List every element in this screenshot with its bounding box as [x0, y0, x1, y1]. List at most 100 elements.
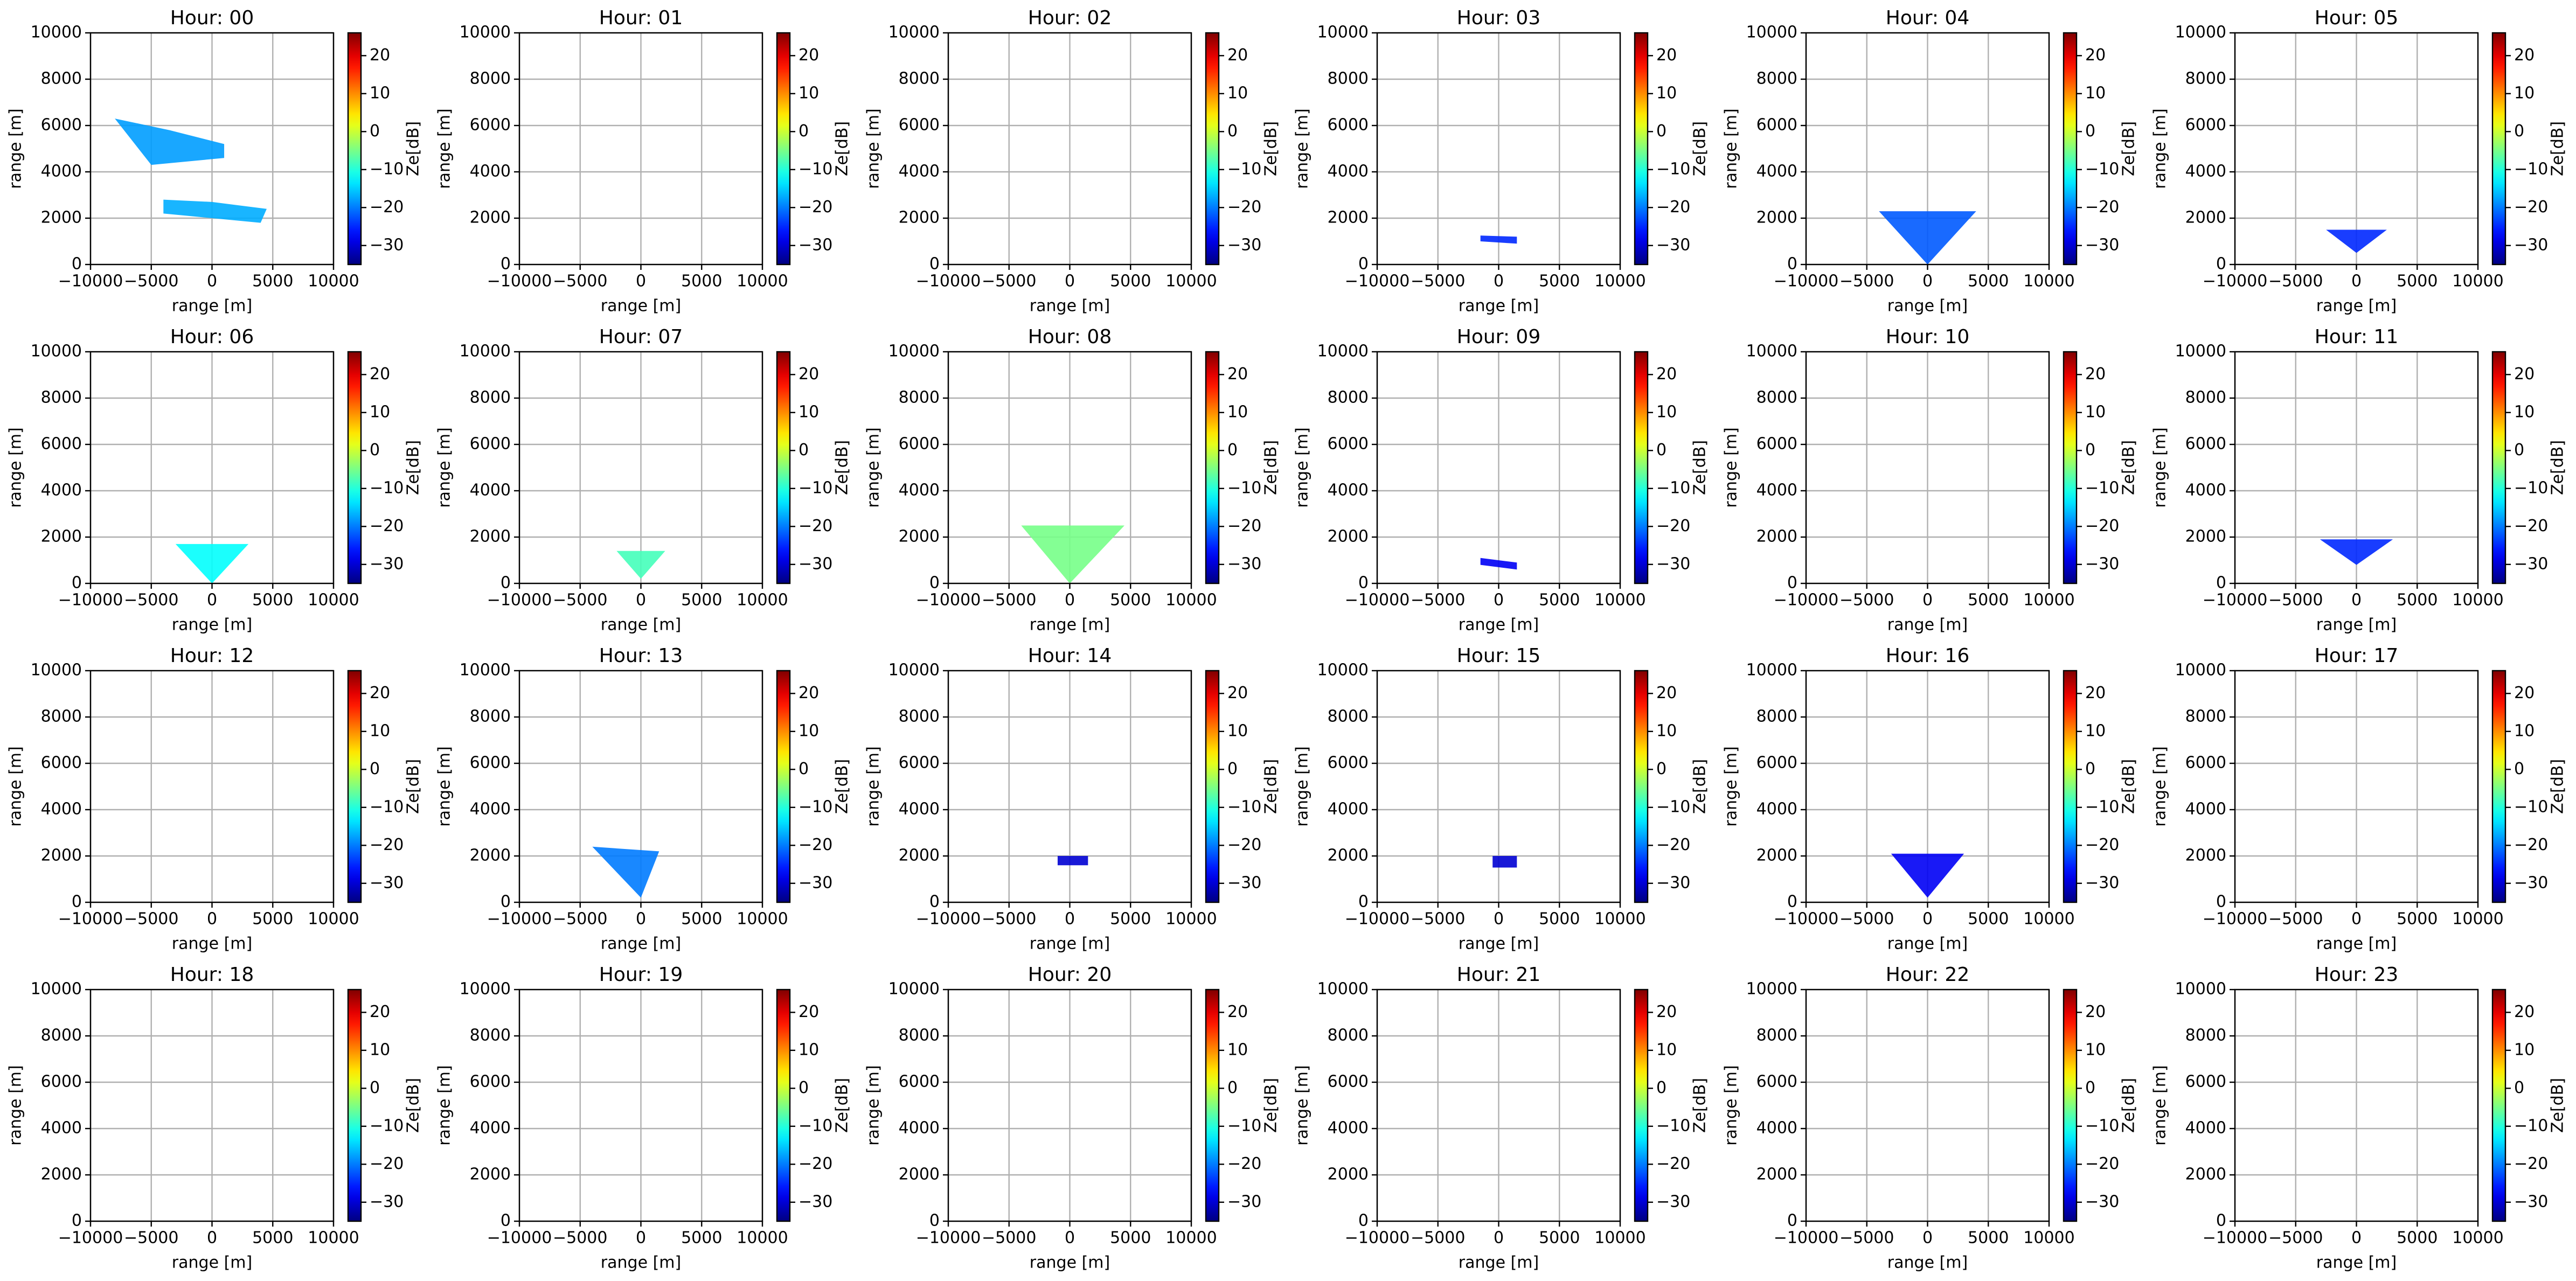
y-tick-label: 4000: [1756, 1119, 1797, 1138]
subplot-title: Hour: 21: [1457, 964, 1540, 986]
y-tick-label: 4000: [899, 162, 940, 181]
y-tick-label: 4000: [1328, 1119, 1369, 1138]
y-tick-label: 8000: [2185, 1026, 2226, 1045]
colorbar-tick-label: −20: [1656, 1154, 1690, 1173]
y-tick-label: 6000: [1328, 116, 1369, 135]
x-axis-label: range [m]: [2316, 297, 2397, 316]
colorbar-tick-label: −20: [799, 517, 832, 535]
colorbar-label: Ze[dB]: [1262, 121, 1281, 176]
x-tick-label: 0: [207, 910, 217, 929]
x-tick-label: 10000: [1594, 1229, 1645, 1248]
colorbar-tick-label: 20: [370, 1002, 390, 1021]
x-tick-label: −10000: [916, 272, 981, 291]
x-tick-label: 5000: [1539, 1229, 1580, 1248]
colorbar-tick-label: 0: [370, 1078, 380, 1097]
y-tick-label: 6000: [1756, 1073, 1797, 1091]
colorbar-tick-label: −10: [2514, 797, 2548, 816]
x-tick-label: 0: [207, 591, 217, 610]
y-tick-label: 2000: [1756, 527, 1797, 546]
y-tick-label: 10000: [2175, 661, 2226, 680]
y-tick-label: 0: [72, 255, 82, 274]
y-tick-label: 4000: [470, 1119, 511, 1138]
colorbar-tick-label: 0: [1656, 1078, 1667, 1097]
x-tick-label: 10000: [2452, 1229, 2503, 1248]
x-tick-label: 0: [1494, 591, 1504, 610]
y-tick-label: 0: [929, 893, 940, 911]
y-tick-label: 2000: [470, 208, 511, 227]
echo-region: [163, 199, 267, 223]
x-tick-label: −5000: [1839, 591, 1894, 610]
colorbar-tick-label: 10: [2085, 721, 2106, 740]
subplot: −10000 −5000 0 5000 10000 0 2000 4000 6000 8000 10…: [6, 326, 423, 635]
colorbar-tick-label: −10: [2514, 159, 2548, 178]
subplot-title: Hour: 16: [1886, 645, 1969, 667]
colorbar-tick-label: 0: [370, 441, 380, 460]
colorbar-label: Ze[dB]: [1691, 121, 1710, 176]
x-tick-label: −5000: [553, 910, 607, 929]
y-tick-label: 4000: [41, 481, 82, 500]
subplot-title: Hour: 08: [1028, 326, 1112, 348]
x-tick-label: 10000: [2452, 272, 2503, 291]
colorbar-tick-label: −30: [370, 873, 404, 892]
y-tick-label: 2000: [470, 846, 511, 865]
y-tick-label: 2000: [899, 208, 940, 227]
y-tick-label: 4000: [2185, 800, 2226, 819]
colorbar: [347, 670, 362, 903]
colorbar: [1205, 351, 1220, 584]
y-tick-label: 10000: [2175, 23, 2226, 42]
colorbar: [1634, 988, 1649, 1222]
y-tick-label: 10000: [1746, 23, 1797, 42]
colorbar-tick-label: 10: [2514, 83, 2535, 102]
colorbar-tick-label: 0: [2085, 441, 2095, 460]
colorbar: [776, 351, 791, 584]
x-tick-label: 10000: [2023, 272, 2074, 291]
subplot: −10000 −5000 0 5000 10000 0 2000 4000 6000 8000 10…: [435, 645, 852, 953]
y-tick-label: 2000: [899, 1165, 940, 1184]
colorbar-tick-label: −10: [370, 1116, 404, 1135]
echo-region: [616, 551, 665, 579]
colorbar-tick-label: 0: [799, 760, 809, 778]
colorbar-tick-label: 10: [370, 721, 390, 740]
y-tick-label: 0: [72, 893, 82, 911]
x-tick-label: 5000: [681, 272, 722, 291]
y-axis-label: range [m]: [1722, 108, 1741, 189]
subplot: −10000 −5000 0 5000 10000 0 2000 4000 6000 8000 10…: [1293, 964, 1710, 1272]
x-tick-label: 5000: [1110, 272, 1151, 291]
colorbar-tick-label: 10: [2514, 721, 2535, 740]
colorbar-tick-label: −10: [2514, 1116, 2548, 1135]
colorbar-tick-label: −20: [799, 1154, 832, 1173]
x-tick-label: 10000: [737, 272, 788, 291]
y-tick-label: 2000: [1328, 527, 1369, 546]
y-tick-label: 10000: [888, 980, 940, 999]
x-tick-label: −10000: [58, 1229, 123, 1248]
colorbar-tick-label: −20: [1227, 1154, 1261, 1173]
x-axis-label: range [m]: [601, 616, 681, 635]
colorbar-tick-label: −10: [1227, 1116, 1261, 1135]
colorbar-tick-label: 10: [1656, 83, 1677, 102]
x-tick-label: 0: [1065, 272, 1075, 291]
y-tick-label: 4000: [470, 800, 511, 819]
y-tick-label: 10000: [460, 980, 511, 999]
colorbar-tick-label: −10: [370, 797, 404, 816]
colorbar-label: Ze[dB]: [404, 1078, 423, 1133]
subplot: −10000 −5000 0 5000 10000 0 2000 4000 6000 8000 10…: [1293, 326, 1710, 635]
x-tick-label: −5000: [1411, 272, 1465, 291]
colorbar-tick-label: −30: [2514, 235, 2548, 254]
x-tick-label: −5000: [1839, 910, 1894, 929]
subplot-title: Hour: 22: [1886, 964, 1969, 986]
y-tick-label: 2000: [1756, 846, 1797, 865]
x-tick-label: −5000: [124, 272, 178, 291]
x-tick-label: 5000: [1539, 591, 1580, 610]
echo-region: [592, 846, 659, 898]
colorbar-tick-label: −30: [2085, 554, 2119, 573]
colorbar-tick-label: −30: [799, 1192, 832, 1211]
x-axis-label: range [m]: [1887, 616, 1968, 635]
y-tick-label: 6000: [2185, 435, 2226, 454]
subplot-title: Hour: 01: [599, 7, 683, 29]
y-tick-label: 4000: [1328, 800, 1369, 819]
x-axis-label: range [m]: [2316, 935, 2397, 953]
y-tick-label: 6000: [470, 435, 511, 454]
y-axis-label: range [m]: [6, 427, 25, 507]
y-tick-label: 0: [1358, 1212, 1369, 1230]
subplot: −10000 −5000 0 5000 10000 0 2000 4000 6000 8000 10…: [6, 645, 423, 953]
